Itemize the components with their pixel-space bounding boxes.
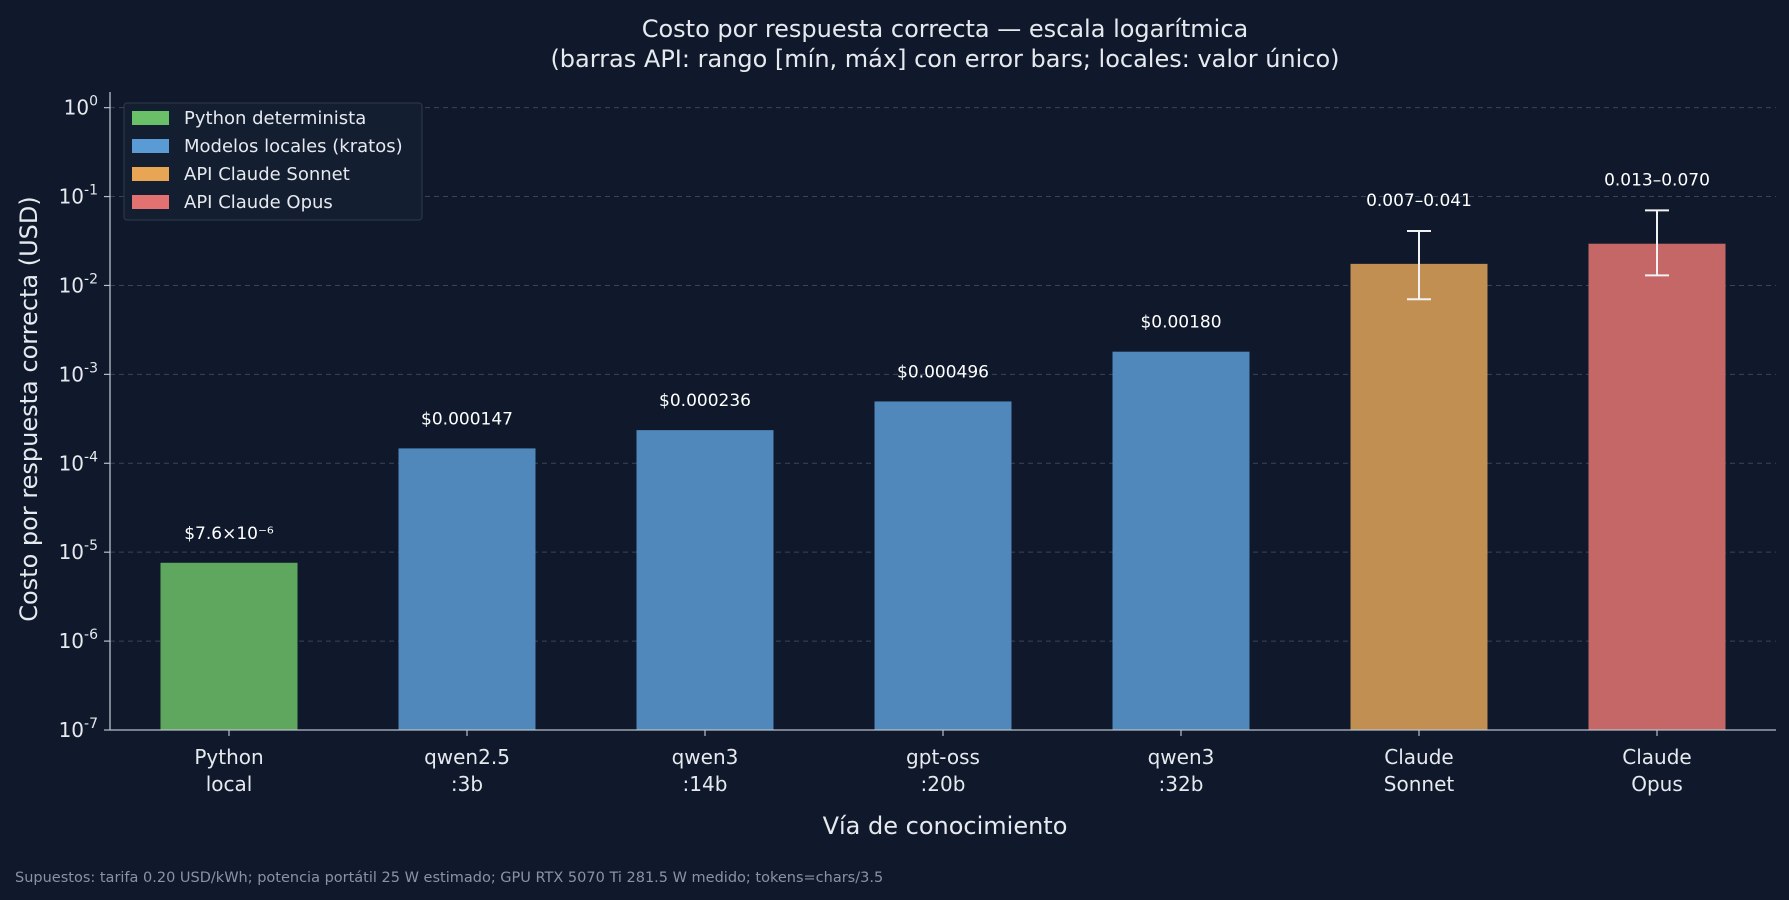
legend: Python determinista Modelos locales (krat…: [123, 102, 423, 221]
chart-title: Costo por respuesta correcta — escala lo…: [642, 15, 1249, 43]
bars: [160, 243, 1726, 730]
x-tick-label: :20b: [921, 772, 966, 796]
legend-item: Modelos locales (kratos): [132, 136, 403, 157]
x-axis-label: Vía de conocimiento: [823, 812, 1068, 840]
legend-swatch: [132, 167, 169, 181]
legend-item: API Claude Sonnet: [132, 164, 350, 185]
value-label: $0.000496: [897, 362, 989, 382]
x-tick-label: Python: [194, 745, 263, 769]
y-tick-label: 10-7: [59, 716, 98, 742]
y-ticks: 10-7 10-6 10-5 10-4 10-3 10-2 10-1 100: [59, 94, 110, 742]
legend-item: API Claude Opus: [132, 192, 333, 213]
x-ticks: Python local qwen2.5 :3b qwen3 :14b gpt-oss :20…: [194, 730, 1692, 796]
chart-subtitle: (barras API: rango [mín, máx] con error …: [550, 45, 1339, 73]
bar: [1112, 351, 1250, 730]
legend-swatch: [132, 139, 169, 153]
x-tick-label: Claude: [1384, 745, 1453, 769]
x-tick-label: Opus: [1631, 772, 1683, 796]
legend-label: API Claude Sonnet: [184, 164, 350, 185]
legend-swatch: [132, 111, 169, 125]
y-tick-label: 10-6: [59, 627, 99, 653]
value-label: 0.007–0.041: [1366, 191, 1472, 211]
legend-label: Modelos locales (kratos): [184, 136, 403, 157]
x-tick-label: Claude: [1622, 745, 1691, 769]
y-tick-label: 10-1: [59, 183, 98, 209]
legend-box: [123, 102, 423, 221]
value-label: 0.013–0.070: [1604, 170, 1710, 190]
x-tick-label: gpt-oss: [906, 745, 980, 769]
bar: [636, 430, 774, 730]
legend-label: API Claude Opus: [184, 192, 333, 213]
bar: [1350, 263, 1488, 730]
value-label: $0.00180: [1140, 313, 1221, 333]
error-bar: [1645, 209, 1669, 277]
grid-lines: [110, 107, 1776, 642]
value-labels: $7.6×10⁻⁶ $0.000147 $0.000236 $0.000496 $0.0…: [184, 170, 1710, 543]
legend-item: Python determinista: [132, 108, 366, 129]
y-tick-label: 10-4: [59, 449, 99, 475]
error-bars: [1407, 209, 1669, 301]
footnote: Supuestos: tarifa 0.20 USD/kWh; potencia…: [15, 870, 883, 886]
value-label: $7.6×10⁻⁶: [184, 524, 274, 544]
x-tick-label: qwen2.5: [424, 745, 510, 769]
bar: [874, 401, 1012, 730]
value-label: $0.000147: [421, 409, 513, 429]
y-tick-label: 10-3: [59, 360, 98, 386]
legend-label: Python determinista: [184, 108, 366, 129]
bar: [1588, 243, 1726, 730]
y-tick-label: 10-5: [59, 538, 98, 564]
x-tick-label: qwen3: [1148, 745, 1215, 769]
y-axis-label: Costo por respuesta correcta (USD): [15, 196, 43, 622]
x-tick-label: :32b: [1159, 772, 1204, 796]
x-tick-label: :14b: [683, 772, 728, 796]
x-tick-label: local: [206, 772, 253, 796]
x-tick-label: Sonnet: [1384, 772, 1455, 796]
y-tick-label: 10-2: [59, 271, 98, 297]
bar: [160, 562, 298, 730]
legend-swatch: [132, 195, 169, 209]
bar: [398, 448, 536, 730]
x-tick-label: :3b: [451, 772, 483, 796]
error-bar: [1407, 229, 1431, 301]
value-label: $0.000236: [659, 391, 751, 411]
x-tick-label: qwen3: [672, 745, 739, 769]
y-tick-label: 100: [64, 94, 98, 120]
